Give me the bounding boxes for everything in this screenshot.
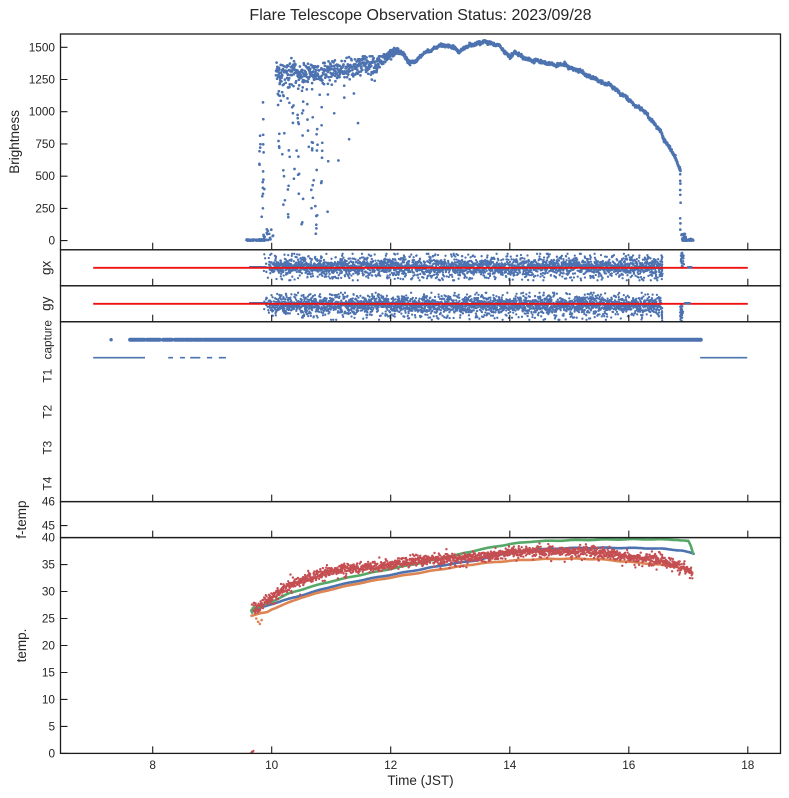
svg-text:Brightness: Brightness [7,110,22,174]
svg-text:250: 250 [35,201,55,215]
svg-text:30: 30 [42,585,56,599]
svg-text:1000: 1000 [29,105,56,119]
svg-text:T3: T3 [41,440,55,454]
svg-text:1250: 1250 [29,73,56,87]
svg-text:500: 500 [35,169,55,183]
svg-text:16: 16 [622,758,636,772]
svg-text:Flare Telescope Observation St: Flare Telescope Observation Status: 2023… [249,7,591,24]
svg-text:750: 750 [35,137,55,151]
svg-text:Time (JST): Time (JST) [387,773,453,788]
svg-text:temp.: temp. [14,629,29,663]
svg-text:35: 35 [42,558,56,572]
svg-text:gy: gy [39,296,54,311]
svg-text:12: 12 [384,758,397,772]
svg-text:1500: 1500 [29,40,56,54]
svg-text:T1: T1 [41,369,55,383]
svg-text:40: 40 [42,531,56,545]
svg-text:0: 0 [48,234,55,248]
svg-text:25: 25 [42,612,56,626]
svg-text:T2: T2 [41,405,55,419]
svg-text:15: 15 [42,666,56,680]
svg-text:14: 14 [503,758,517,772]
svg-text:5: 5 [48,719,55,733]
svg-text:0: 0 [48,746,55,760]
svg-text:gx: gx [39,260,54,275]
svg-text:45: 45 [42,519,56,533]
svg-text:18: 18 [741,758,755,772]
svg-text:46: 46 [42,495,56,509]
svg-text:f-temp: f-temp [14,500,29,538]
svg-text:10: 10 [42,692,56,706]
svg-text:capture: capture [41,320,55,360]
svg-text:20: 20 [42,639,56,653]
svg-text:10: 10 [265,758,279,772]
svg-text:T4: T4 [41,476,55,490]
svg-text:8: 8 [149,758,156,772]
